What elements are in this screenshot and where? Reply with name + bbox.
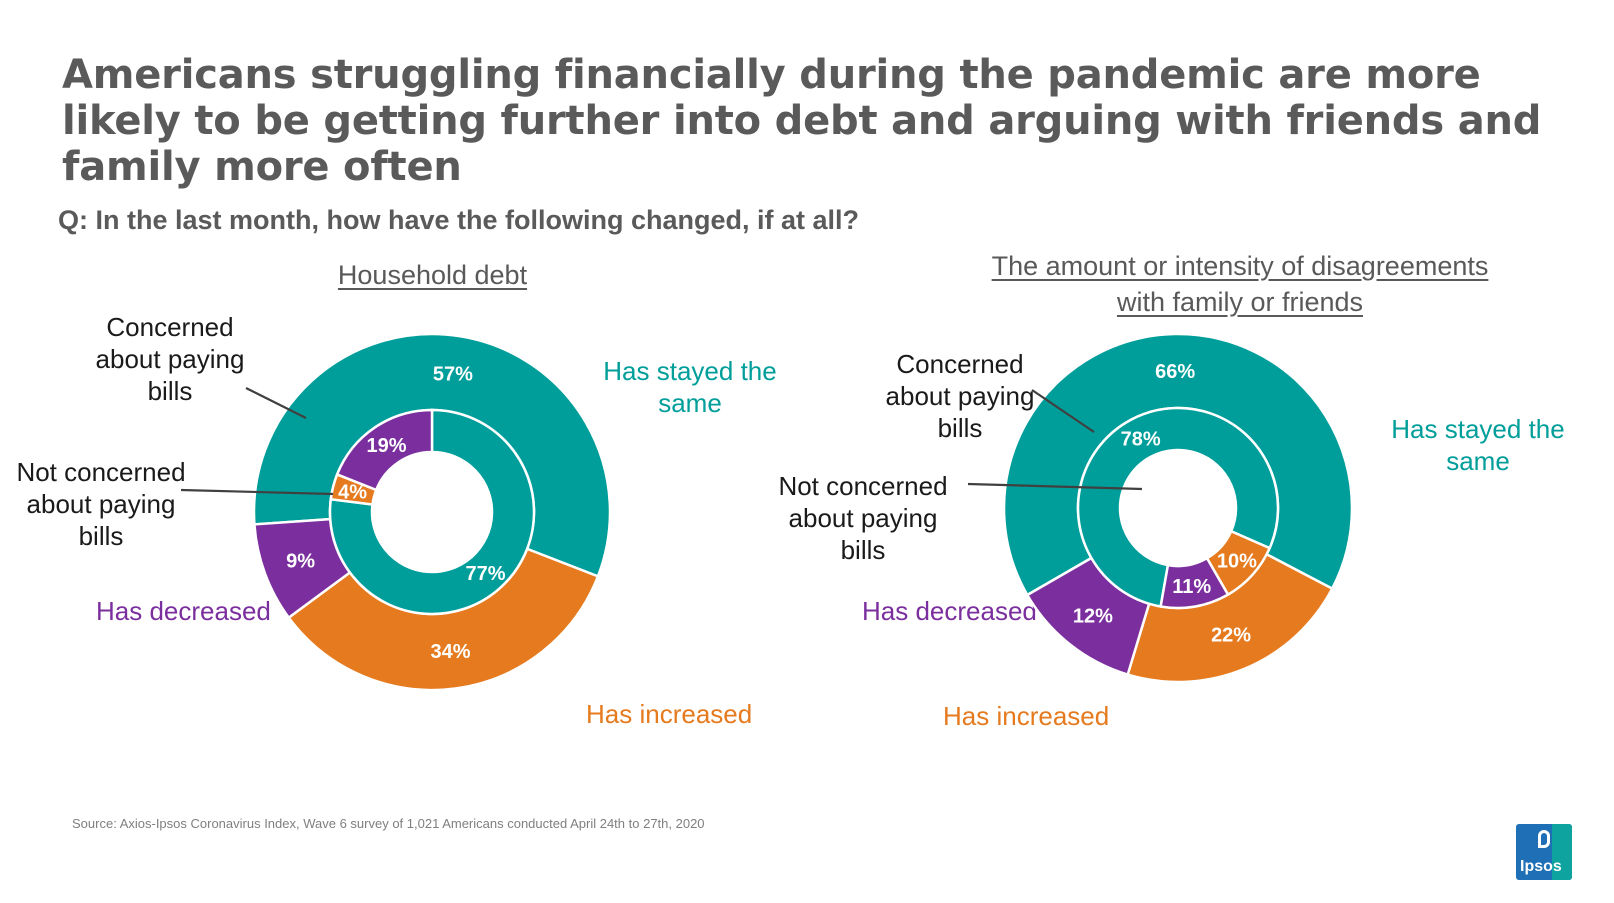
chart-2-inner-ring-stayed-slice [1076, 406, 1280, 608]
chart-2-outer-ring-stayed-label: 66% [1155, 361, 1195, 383]
chart-2-outer-ring-increased-label: 22% [1211, 624, 1251, 646]
chart-2-inner-ring-increased-label: 10% [1217, 551, 1257, 573]
chart-1-not-concerned-annotation: Not concerned about paying bills [16, 457, 186, 551]
source-note: Source: Axios-Ipsos Coronavirus Index, W… [72, 816, 705, 831]
chart-1-outer-ring-increased-label: 34% [431, 641, 471, 663]
chart-1-not-concerned-leader-line [180, 488, 334, 496]
chart-1-concerned-annotation: Concerned about paying bills [95, 312, 245, 406]
page-title: Americans struggling financially during … [62, 52, 1542, 190]
chart-2-inner-ring-decreased-label: 11% [1172, 576, 1211, 598]
chart-2-legend-stayed: Has stayed the same [1391, 414, 1565, 476]
chart-1-outer-ring-stayed-label: 57% [433, 364, 473, 386]
chart-1-inner-ring-stayed-label: 77% [466, 563, 506, 585]
ipsos-logo: Ipsos [1516, 824, 1572, 880]
chart-1-outer-ring-decreased-label: 9% [286, 550, 315, 572]
survey-question: Q: In the last month, how have the follo… [58, 205, 860, 235]
chart-1-inner-ring-decreased-label: 19% [366, 435, 406, 457]
chart-2-concerned-annotation: Concerned about paying bills [885, 349, 1035, 443]
chart-2-legend-increased: Has increased [943, 701, 1110, 731]
chart-1-title: Household debt [337, 260, 528, 290]
chart-1-legend-stayed: Has stayed the same [603, 356, 777, 418]
chart-2-not-concerned-annotation: Not concerned about paying bills [778, 471, 948, 565]
chart-1-legend-decreased: Has decreased [96, 596, 271, 626]
chart-1-inner-ring-decreased-slice [335, 408, 434, 492]
chart-2-inner-ring-decreased-slice [1159, 556, 1230, 610]
chart-2-inner-ring-stayed-label: 78% [1121, 428, 1161, 450]
chart-2-legend-decreased: Has decreased [862, 596, 1037, 626]
logo-text: Ipsos [1520, 858, 1562, 875]
chart-2-not-concerned-leader-line [967, 482, 1143, 491]
chart-1-inner-ring-increased-label: 4% [338, 482, 367, 504]
chart-1-concerned-leader-line [245, 387, 307, 419]
chart-2-concerned-leader-line [1031, 389, 1095, 433]
chart-2-outer-ring-decreased-label: 12% [1073, 605, 1113, 627]
chart-1-inner-ring-stayed-slice [328, 408, 536, 616]
chart-2-title: The amount or intensity of disagreements… [991, 251, 1489, 317]
chart-1-legend-increased: Has increased [586, 699, 753, 729]
